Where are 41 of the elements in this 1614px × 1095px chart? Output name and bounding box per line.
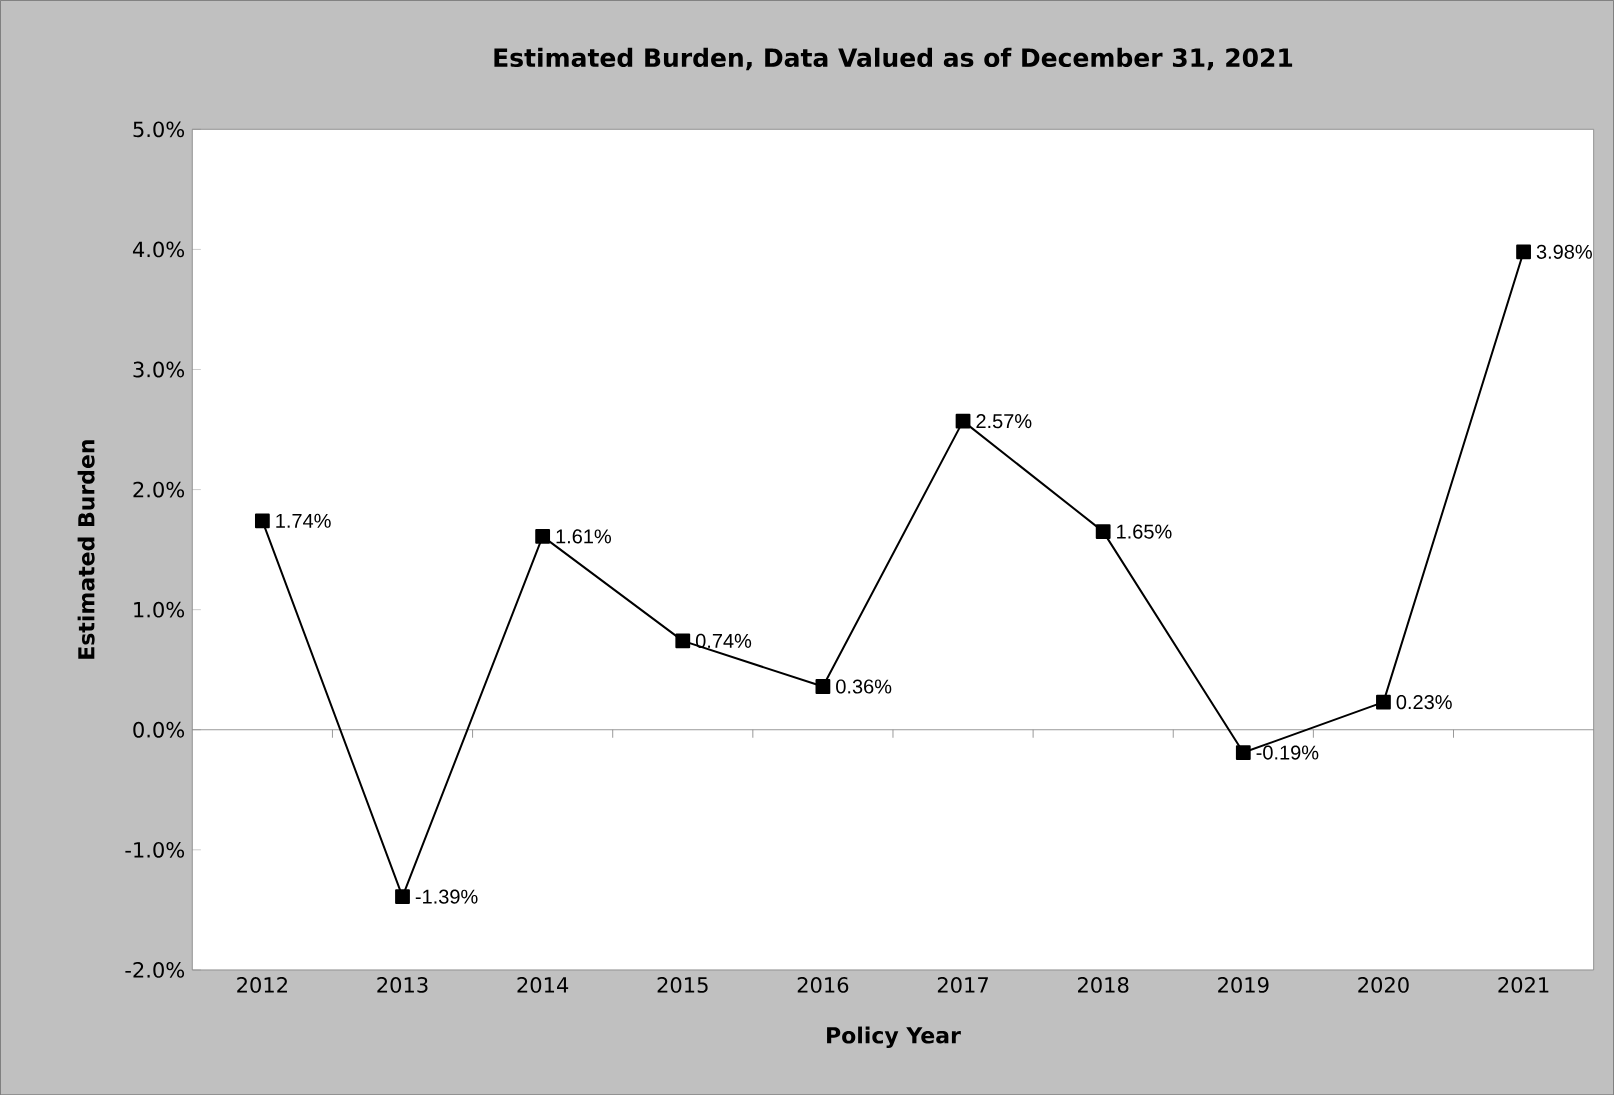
data-label: 3.98% [1536, 244, 1592, 259]
x-tick-label: 2021 [1498, 976, 1549, 993]
x-tick-label: 2014 [517, 976, 569, 993]
data-label: 1.65% [1117, 524, 1172, 539]
x-tick-label: 2018 [1078, 976, 1129, 993]
x-axis-title: Policy Year [827, 1026, 961, 1048]
data-label: -0.19% [1256, 745, 1319, 760]
x-tick-label: 2017 [937, 976, 988, 993]
point [395, 889, 410, 904]
point [1095, 524, 1111, 539]
y-tick-label: -2.0% [125, 961, 185, 978]
data-label: -1.39% [415, 889, 478, 904]
y-tick-label: 5.0% [133, 121, 185, 138]
x-tick-label: 2015 [657, 976, 708, 993]
data-label: 1.61% [556, 529, 612, 544]
point [254, 513, 270, 529]
point [675, 633, 691, 649]
point [815, 678, 831, 694]
y-tick-label: 3.0% [133, 361, 185, 378]
y-tick-label: -1.0% [125, 841, 185, 858]
y-axis-title: Estimated Burden [77, 440, 95, 659]
x-tick-label: 2013 [377, 976, 428, 993]
data-label: 0.74% [695, 633, 752, 648]
point [1516, 244, 1531, 260]
point [1235, 745, 1251, 760]
point [955, 413, 971, 429]
data-label: 0.23% [1396, 694, 1452, 710]
x-tick-label: 2019 [1218, 976, 1269, 993]
y-tick-label: 4.0% [132, 241, 185, 258]
x-tick-label: 2020 [1358, 976, 1409, 993]
chart-title: Estimated Burden, Data Valued as of December 31, 2021 [494, 47, 1293, 71]
x-tick-label: 2012 [237, 976, 287, 993]
x-tick-label: 2016 [797, 976, 849, 993]
y-tick-label: 2.0% [133, 481, 185, 498]
point [1376, 694, 1391, 710]
data-label: 0.36% [836, 679, 892, 694]
data-label: 1.74% [276, 513, 331, 528]
point [535, 528, 551, 544]
y-tick-label: 0.0% [133, 721, 185, 738]
y-tick-label: 1.0% [134, 601, 185, 618]
data-label: 2.57% [976, 413, 1032, 429]
